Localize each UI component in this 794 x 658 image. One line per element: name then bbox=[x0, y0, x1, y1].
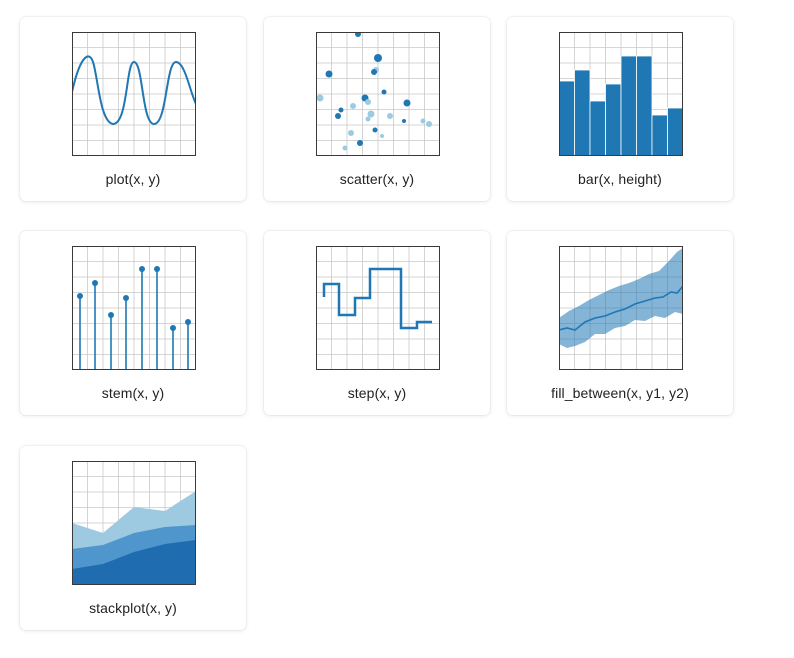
gallery-card-plot[interactable]: plot(x, y) bbox=[20, 17, 246, 201]
fill-between-thumbnail-icon bbox=[559, 246, 683, 370]
step-thumbnail-icon bbox=[316, 246, 440, 370]
thumbnail-frame bbox=[316, 246, 440, 370]
thumbnail-frame bbox=[72, 461, 196, 585]
gallery-card-fill-between[interactable]: fill_between(x, y1, y2) bbox=[507, 231, 733, 415]
thumbnail-frame bbox=[559, 32, 683, 156]
thumbnail-grid bbox=[72, 32, 196, 156]
gallery-card-stackplot[interactable]: stackplot(x, y) bbox=[20, 446, 246, 630]
thumbnail-frame bbox=[72, 246, 196, 370]
card-caption-stem: stem(x, y) bbox=[101, 385, 165, 401]
card-caption-stackplot: stackplot(x, y) bbox=[89, 600, 177, 616]
card-caption-fill-between: fill_between(x, y1, y2) bbox=[551, 385, 689, 401]
gallery-card-bar[interactable]: bar(x, height) bbox=[507, 17, 733, 201]
scatter-points bbox=[316, 32, 432, 151]
card-caption-plot: plot(x, y) bbox=[105, 171, 161, 187]
card-caption-scatter: scatter(x, y) bbox=[339, 171, 415, 187]
fill-mean-line bbox=[559, 285, 683, 331]
gallery-card-step[interactable]: step(x, y) bbox=[264, 231, 490, 415]
thumbnail-grid bbox=[316, 32, 440, 156]
stem-lines bbox=[79, 269, 189, 370]
plot-thumbnail-icon bbox=[72, 32, 196, 156]
thumbnail-frame bbox=[72, 32, 196, 156]
thumbnail-frame bbox=[316, 32, 440, 156]
thumbnail-grid bbox=[316, 246, 440, 370]
gallery-card-scatter[interactable]: scatter(x, y) bbox=[264, 17, 490, 201]
stem-markers bbox=[77, 266, 191, 331]
gallery-card-stem[interactable]: stem(x, y) bbox=[20, 231, 246, 415]
fill-band bbox=[559, 248, 683, 348]
thumbnail-frame bbox=[559, 246, 683, 370]
stem-thumbnail-icon bbox=[72, 246, 196, 370]
bar-rects bbox=[559, 55, 683, 156]
bar-thumbnail-icon bbox=[559, 32, 683, 156]
plot-line bbox=[72, 55, 196, 126]
card-caption-step: step(x, y) bbox=[347, 385, 407, 401]
stackplot-thumbnail-icon bbox=[72, 461, 196, 585]
scatter-thumbnail-icon bbox=[316, 32, 440, 156]
thumbnail-grid bbox=[72, 246, 196, 370]
stack-layer-bottom bbox=[72, 540, 196, 585]
card-caption-bar: bar(x, height) bbox=[578, 171, 662, 187]
step-line bbox=[322, 267, 432, 330]
